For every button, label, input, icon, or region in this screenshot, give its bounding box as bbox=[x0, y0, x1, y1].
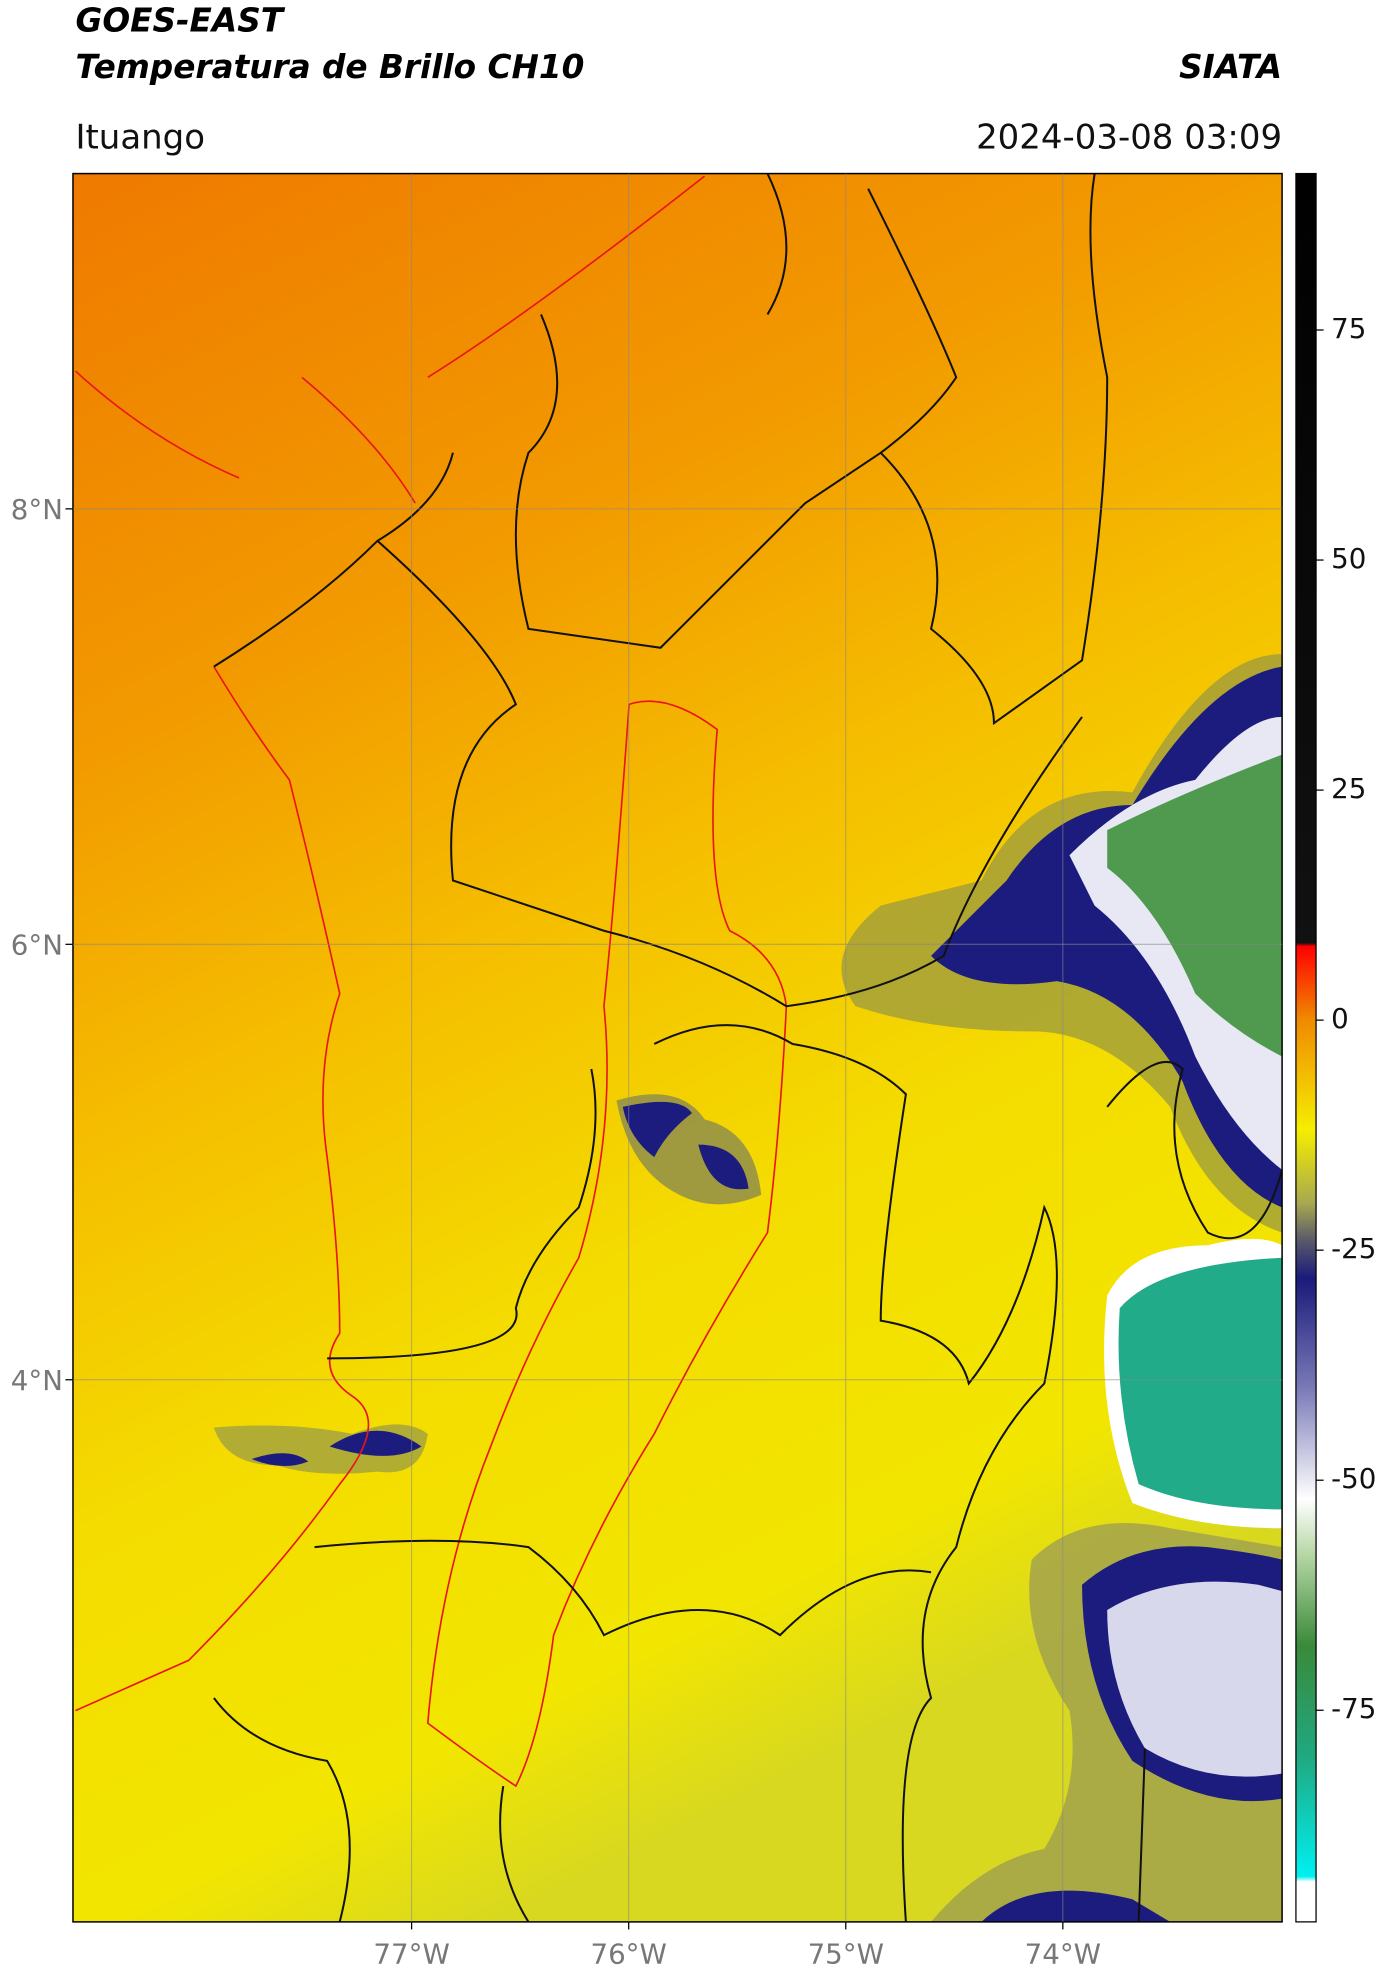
map-frame bbox=[72, 172, 1283, 1923]
y-tick-label: 8°N bbox=[11, 493, 63, 526]
colorbar-tick-label: 0 bbox=[1331, 1002, 1349, 1035]
title: GOES-EAST bbox=[75, 1, 285, 39]
y-tick-label: 6°N bbox=[11, 928, 63, 961]
agency: SIATA bbox=[1179, 48, 1282, 86]
location: Ituango bbox=[75, 117, 205, 157]
x-tick-label: 75°W bbox=[808, 1937, 884, 1970]
colorbar-tick-label: -75 bbox=[1331, 1692, 1376, 1725]
x-tick-label: 74°W bbox=[1025, 1937, 1101, 1970]
colorbar-tick-label: -25 bbox=[1331, 1232, 1376, 1265]
colorbar-tick-label: 50 bbox=[1331, 542, 1366, 575]
colorbar-tick-label: 75 bbox=[1331, 312, 1366, 345]
datetime: 2024-03-08 03:09 bbox=[976, 117, 1282, 157]
subtitle: Temperatura de Brillo CH10 bbox=[75, 48, 584, 86]
colorbar-tick-label: 25 bbox=[1331, 772, 1366, 805]
colorbar-tick-label: -50 bbox=[1331, 1462, 1376, 1495]
x-tick-label: 77°W bbox=[373, 1937, 449, 1970]
y-tick-label: 4°N bbox=[11, 1364, 63, 1397]
x-tick-label: 76°W bbox=[590, 1937, 666, 1970]
map-image bbox=[72, 173, 1283, 1922]
colorbar bbox=[1295, 172, 1317, 1923]
